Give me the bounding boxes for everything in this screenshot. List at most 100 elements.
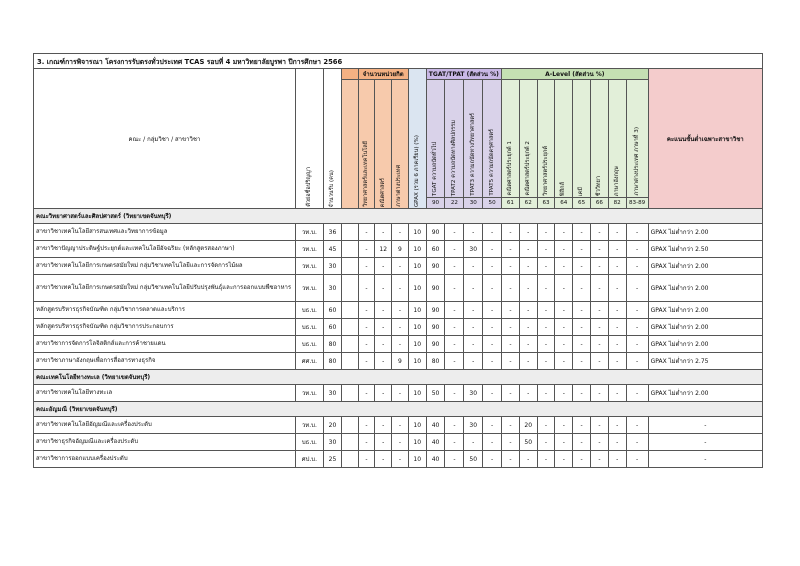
- credit-cell: -: [357, 240, 376, 258]
- tgat-weight: 90: [425, 318, 446, 336]
- special-requirement: -: [647, 450, 764, 468]
- tgat-weight: -: [463, 335, 484, 353]
- tgat-weight: -: [482, 352, 503, 370]
- alevel-weight: -: [518, 223, 538, 241]
- alevel-weight: -: [554, 335, 574, 353]
- tgat-weight: 30: [463, 240, 484, 258]
- special-requirement: GPAX ไม่ต่ำกว่า 2.00: [647, 274, 764, 302]
- credit-cell: [340, 318, 359, 336]
- tgat-weight: -: [444, 335, 465, 353]
- alevel-weight: -: [501, 450, 520, 468]
- special-requirement: GPAX ไม่ต่ำกว่า 2.00: [647, 384, 764, 402]
- table-row: สาขาวิชาภาษาอังกฤษเพื่อการสื่อสารทางธุรก…: [33, 352, 764, 370]
- alevel-weight: -: [554, 450, 574, 468]
- credit-cell: -: [374, 352, 393, 370]
- alevel-weight: -: [590, 240, 609, 258]
- header-alevel-5: เคมี: [572, 79, 591, 198]
- special-requirement: GPAX ไม่ต่ำกว่า 2.75: [647, 352, 764, 370]
- alevel-weight: -: [590, 335, 609, 353]
- alevel-weight: -: [590, 274, 609, 302]
- alevel-weight: -: [501, 335, 520, 353]
- code-alevel-2: 62: [518, 197, 538, 209]
- gpax-weight: 10: [407, 274, 427, 302]
- credit-cell: [340, 384, 359, 402]
- gpax-weight: 10: [407, 223, 427, 241]
- tgat-weight: 90: [425, 223, 446, 241]
- seat-count: 60: [323, 301, 342, 319]
- alevel-weight: -: [501, 433, 520, 451]
- header-alevel-6: ชีววิทยา: [590, 79, 609, 198]
- table-row: สาขาวิชาเทคโนโลยีการเกษตรสมัยใหม่ กลุ่มว…: [33, 274, 764, 302]
- tgat-weight: -: [482, 223, 503, 241]
- credit-cell: -: [391, 433, 409, 451]
- tgat-weight: 50: [463, 450, 484, 468]
- alevel-weight: -: [554, 352, 574, 370]
- gpax-weight: 10: [407, 301, 427, 319]
- credit-cell: [340, 450, 359, 468]
- tgat-weight: -: [482, 450, 503, 468]
- credit-cell: 9: [391, 240, 409, 258]
- credit-cell: -: [357, 384, 376, 402]
- special-requirement: GPAX ไม่ต่ำกว่า 2.00: [647, 257, 764, 275]
- tgat-weight: -: [463, 318, 484, 336]
- alevel-weight: -: [518, 257, 538, 275]
- tgat-weight: -: [463, 301, 484, 319]
- header-group-alevel: A-Level (สัดส่วน %): [501, 68, 649, 80]
- alevel-weight: -: [572, 318, 591, 336]
- alevel-weight: -: [572, 257, 591, 275]
- alevel-weight: -: [607, 384, 627, 402]
- alevel-weight: -: [554, 274, 574, 302]
- code-tgat-1: 90: [425, 197, 446, 209]
- table-row: หลักสูตรบริหารธุรกิจบัณฑิต กลุ่มวิชาการต…: [33, 301, 764, 319]
- credit-cell: -: [357, 416, 376, 434]
- credit-cell: -: [391, 335, 409, 353]
- credit-cell: -: [391, 416, 409, 434]
- header-tgat-2: TPAT2 ความถนัดทางศิลปกรรม: [444, 79, 465, 198]
- alevel-weight: -: [625, 335, 649, 353]
- header-group-credits: จำนวนหน่วยกิต: [357, 68, 409, 80]
- header-tgat-3: TPAT3 ความถนัดทางวิทยาศาสตร์: [463, 79, 484, 198]
- tgat-weight: 60: [425, 240, 446, 258]
- program-name: สาขาวิชาการออกแบบเครื่องประดับ: [33, 450, 296, 468]
- faculty-header: คณะอัญมณี (วิทยาเขตจันทบุรี): [33, 401, 763, 417]
- faculty-header: คณะเทคโนโลยีทางทะเล (วิทยาเขตจันทบุรี): [33, 369, 763, 385]
- program-name: สาขาวิชาธุรกิจอัญมณีและเครื่องประดับ: [33, 433, 296, 451]
- gpax-weight: 10: [407, 240, 427, 258]
- tgat-weight: 40: [425, 450, 446, 468]
- table-row: หลักสูตรบริหารธุรกิจบัณฑิต กลุ่มวิชาการป…: [33, 318, 764, 336]
- alevel-weight: -: [518, 318, 538, 336]
- alevel-weight: -: [536, 223, 556, 241]
- tgat-weight: -: [463, 223, 484, 241]
- alevel-weight: -: [518, 240, 538, 258]
- alevel-weight: -: [536, 450, 556, 468]
- tgat-weight: -: [482, 301, 503, 319]
- tgat-weight: -: [444, 257, 465, 275]
- header-voc-2: คณิตศาสตร์: [374, 79, 393, 209]
- alevel-weight: -: [607, 450, 627, 468]
- alevel-weight: -: [590, 384, 609, 402]
- alevel-weight: -: [590, 223, 609, 241]
- credit-cell: -: [374, 318, 393, 336]
- gpax-weight: 10: [407, 318, 427, 336]
- header-alevel-3: วิทยาศาสตร์ประยุกต์: [536, 79, 556, 198]
- tgat-weight: -: [444, 433, 465, 451]
- seat-count: 45: [323, 240, 342, 258]
- program-name: สาขาวิชาภาษาอังกฤษเพื่อการสื่อสารทางธุรก…: [33, 352, 296, 370]
- alevel-weight: -: [554, 240, 574, 258]
- alevel-weight: -: [518, 301, 538, 319]
- alevel-weight: -: [625, 433, 649, 451]
- credit-cell: -: [374, 450, 393, 468]
- seat-count: 30: [323, 433, 342, 451]
- credit-cell: -: [374, 301, 393, 319]
- alevel-weight: -: [536, 335, 556, 353]
- degree-abbr: วท.บ.: [294, 240, 325, 258]
- alevel-weight: -: [536, 318, 556, 336]
- header-degree: ตัวย่อชื่อปริญญา: [294, 68, 325, 209]
- tgat-weight: 90: [425, 301, 446, 319]
- alevel-weight: -: [518, 335, 538, 353]
- credit-cell: -: [357, 257, 376, 275]
- header-alevel-1: คณิตศาสตร์ประยุกต์ 1: [501, 79, 520, 198]
- program-name: สาขาวิชาเทคโนโลยีทางทะเล: [33, 384, 296, 402]
- tgat-weight: -: [482, 384, 503, 402]
- alevel-weight: -: [572, 223, 591, 241]
